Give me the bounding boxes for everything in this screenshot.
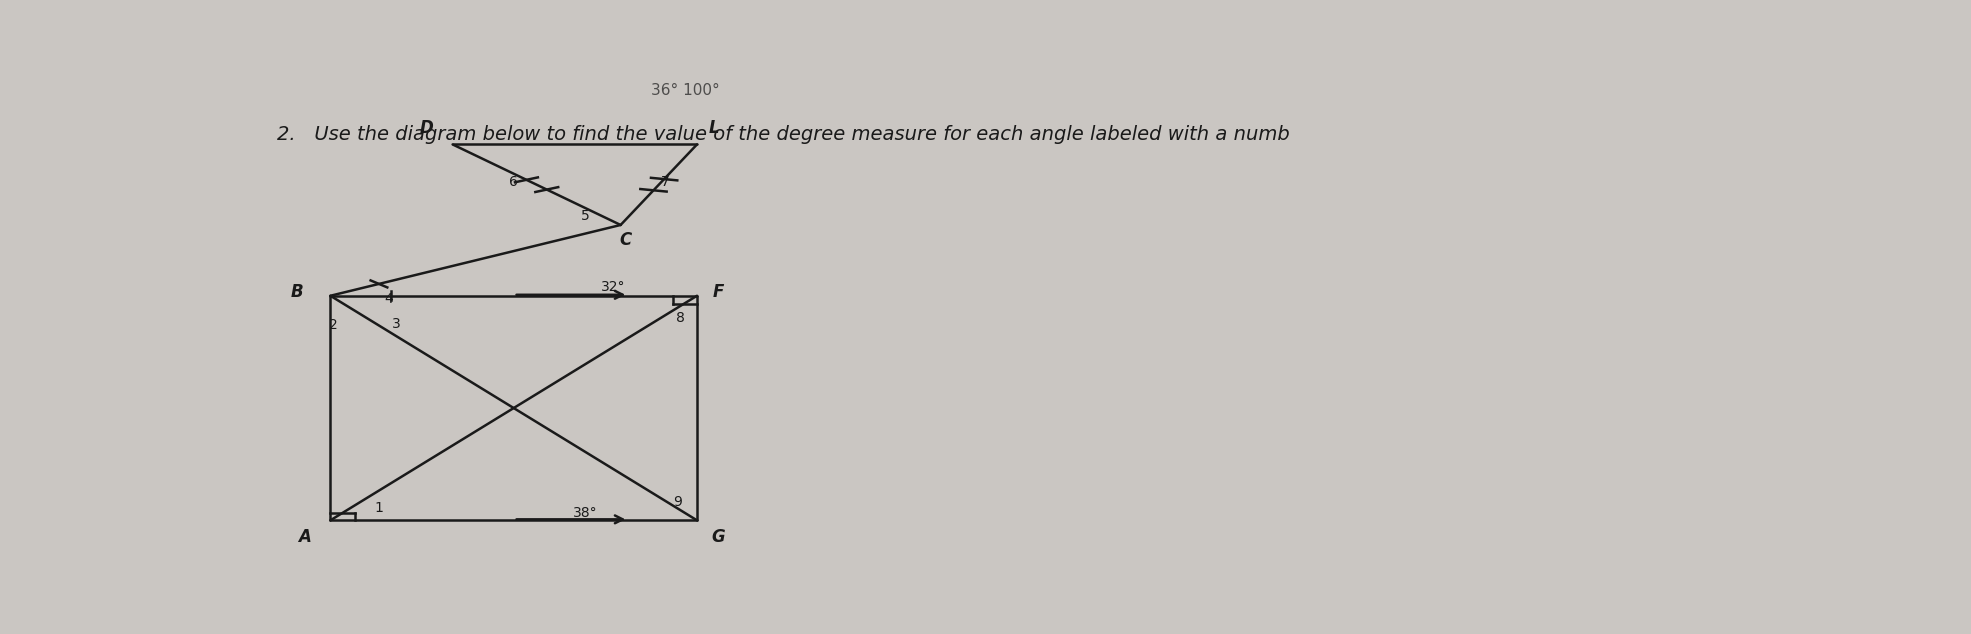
Text: D: D (420, 119, 434, 138)
Text: 32°: 32° (601, 280, 625, 294)
Text: 2.   Use the diagram below to find the value of the degree measure for each angl: 2. Use the diagram below to find the val… (276, 125, 1289, 144)
Text: 9: 9 (672, 495, 682, 508)
Text: 3: 3 (392, 317, 400, 331)
Text: L: L (708, 119, 719, 138)
Text: F: F (714, 283, 723, 301)
Text: 4: 4 (384, 292, 392, 306)
Text: 7: 7 (660, 174, 670, 188)
Text: 1: 1 (374, 501, 384, 515)
Text: 2: 2 (329, 318, 337, 332)
Text: G: G (712, 528, 725, 547)
Text: A: A (298, 528, 311, 547)
Text: 8: 8 (676, 311, 684, 325)
Text: C: C (619, 231, 631, 249)
Text: 38°: 38° (574, 506, 597, 520)
Text: B: B (290, 283, 304, 301)
Text: 5: 5 (581, 209, 589, 223)
Text: 36° 100°: 36° 100° (650, 84, 719, 98)
Text: 6: 6 (509, 174, 518, 188)
